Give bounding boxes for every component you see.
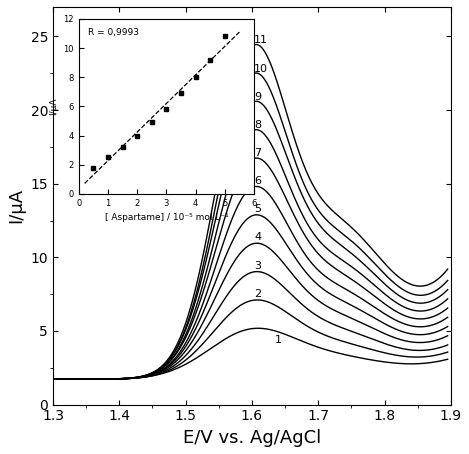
X-axis label: E/V vs. Ag/AgCl: E/V vs. Ag/AgCl [183,429,321,447]
Text: 5: 5 [254,204,261,214]
Text: 9: 9 [254,92,261,102]
Text: 7: 7 [254,148,261,158]
Text: 10: 10 [254,64,268,74]
Text: 2: 2 [254,289,261,299]
Text: 11: 11 [254,35,268,45]
Text: 6: 6 [254,176,261,186]
Text: 3: 3 [254,261,261,271]
Text: 8: 8 [254,120,261,130]
Text: 4: 4 [254,232,261,242]
Y-axis label: I/μA: I/μA [7,188,25,223]
Text: 1: 1 [275,336,282,345]
